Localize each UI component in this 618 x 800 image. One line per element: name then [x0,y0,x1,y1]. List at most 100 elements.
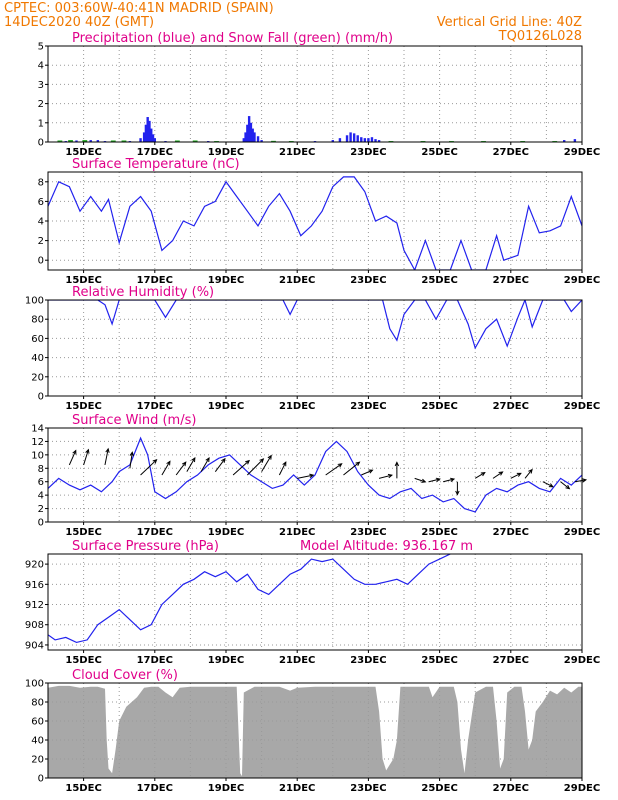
pressure-xtick-label: 29DEC [564,655,600,666]
pressure-frame [47,553,583,651]
precip-bar [142,132,146,142]
wind-arrow-head [181,461,187,467]
precip-bar [251,128,254,142]
precip-bar [331,140,334,142]
wind-arrow [414,477,426,483]
wind-xtick-label: 25DEC [421,527,457,538]
precip-bar [75,140,78,142]
pressure-xtick-label: 21DEC [279,655,315,666]
wind-arrow-head [548,483,554,488]
temperature-line [48,176,582,270]
temperature-ytick-label: 0 [38,256,44,267]
precip-xtick-label: 17DEC [137,147,173,158]
wind-arrow [542,481,554,488]
snow-bar [82,140,88,142]
snow-bar [271,140,276,142]
humidity-ytick-label: 100 [25,296,44,307]
wind-xtick-label: 21DEC [279,527,315,538]
wind-xtick-label: 23DEC [350,527,386,538]
humidity-frame [47,299,583,397]
wind-arrow [140,459,157,476]
cloud-xtick-label: 17DEC [137,783,173,794]
precip-bar [256,136,260,142]
cloud-xtick-label: 29DEC [564,783,600,794]
precip-xtick-label: 27DEC [493,147,529,158]
temperature-frame [47,171,583,271]
wind-xtick-label: 29DEC [564,527,600,538]
precip-xtick-label: 23DEC [350,147,386,158]
temperature-xtick-label: 27DEC [493,275,529,286]
wind-title: Surface Wind (m/s) [72,413,196,428]
wind-arrow [297,474,314,479]
precip-bar [247,116,251,142]
header-grid-note: Vertical Grid Line: 40Z [437,15,582,30]
wind-arrow-head [355,461,361,467]
wind-arrow-head [435,477,441,482]
precip-xtick-label: 15DEC [65,147,101,158]
wind-arrow [378,474,393,479]
precip-bar [563,140,566,142]
wind-arrow-head [480,472,486,477]
wind-arrow [560,481,570,490]
temperature-xtick-label: 15DEC [65,275,101,286]
wind-arrow-head [337,463,343,468]
cloud-frame [47,682,583,779]
wind-ytick-label: 0 [38,518,44,529]
pressure-ytick-label: 908 [25,620,44,631]
cloud-ytick-label: 0 [38,774,44,785]
cloud-panel: Cloud Cover (%) 0 20 40 60 80 100 15DEC 17DEC 19D… [25,668,600,794]
humidity-ytick-label: 20 [31,372,44,383]
wind-arrow-head [516,472,522,477]
precip-bar [352,133,356,142]
wind-arrow [129,452,133,469]
wind-arrow [232,460,250,476]
pressure-subtitle: Model Altitude: 936.167 m [300,539,473,554]
precip-bar [246,124,249,142]
wind-arrow [574,479,587,483]
precip-bar [374,139,377,142]
snow-bar [174,140,180,142]
wind-arrow-head [498,471,504,476]
chart-panels: Precipitation (blue) and Snow Fall (gree… [25,31,600,794]
wind-arrow [247,458,264,476]
precip-bar [89,140,92,142]
temperature-ytick-label: 2 [38,236,44,247]
pressure-line [48,554,452,644]
wind-ytick-label: 14 [31,424,44,435]
wind-arrow-head [581,478,588,483]
wind-arrow [161,461,171,476]
cloud-xtick-label: 15DEC [65,783,101,794]
wind-panel: Surface Wind (m/s) 0 2 4 6 8 10 12 14 15DEC 17DEC 1… [31,413,600,538]
wind-ytick-label: 12 [31,437,44,448]
wind-arrow [186,457,196,472]
snow-bar [68,140,73,142]
precip-bar [338,138,342,142]
cloud-ytick-label: 20 [31,755,44,766]
humidity-xtick-label: 27DEC [493,401,529,412]
wind-arrow-head [282,461,287,467]
precip-xtick-label: 25DEC [421,147,457,158]
precip-bar [345,135,349,142]
wind-ytick-label: 4 [38,491,44,502]
precip-panel: Precipitation (blue) and Snow Fall (gree… [38,31,601,158]
wind-arrow-head [221,457,226,463]
pressure-panel: Surface Pressure (hPa) Model Altitude: 93… [25,539,600,666]
precip-frame [47,45,583,143]
wind-arrow-head [455,490,460,496]
snow-bar [192,140,198,142]
wind-arrow-head [105,447,110,453]
humidity-panel: Relative Humidity (%) 0 20 40 60 80 100 15DEC 17… [25,285,600,412]
temperature-xtick-label: 19DEC [208,275,244,286]
wind-arrow-head [387,473,393,479]
wind-ytick-label: 2 [38,504,44,515]
precip-xtick-label: 19DEC [208,147,244,158]
humidity-ytick-label: 80 [31,315,44,326]
wind-arrow [83,449,89,466]
wind-arrow-head [450,477,456,482]
precip-bar [150,128,153,142]
precip-bar [148,120,151,142]
precip-ytick-label: 0 [38,138,44,149]
cloud-ytick-label: 80 [31,698,44,709]
temperature-ytick-label: 4 [38,217,44,228]
precip-bar [363,138,367,142]
